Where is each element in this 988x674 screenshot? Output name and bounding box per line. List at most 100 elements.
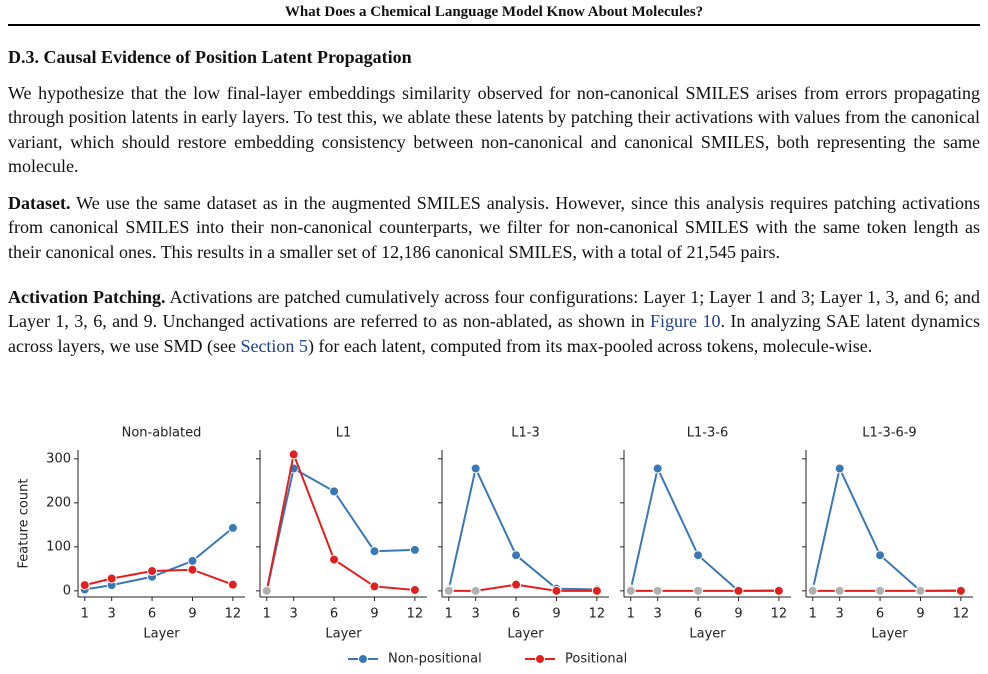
x-tick-label: 12 bbox=[771, 607, 788, 622]
data-point bbox=[79, 580, 90, 591]
data-point bbox=[470, 585, 481, 596]
data-point bbox=[915, 585, 926, 596]
paragraph-text: Activations are patched cumulatively acr… bbox=[8, 287, 980, 332]
x-tick-label: 1 bbox=[263, 607, 271, 622]
x-tick-label: 9 bbox=[734, 607, 742, 622]
x-axis-label: Layer bbox=[507, 627, 544, 642]
x-axis-label: Layer bbox=[325, 627, 362, 642]
legend-label: Non-positional bbox=[388, 652, 482, 667]
y-tick-label: 100 bbox=[46, 539, 71, 554]
x-tick-label: 3 bbox=[290, 607, 298, 622]
data-point bbox=[955, 585, 966, 596]
series-line bbox=[447, 465, 597, 591]
chart-title: L1 bbox=[336, 426, 352, 441]
data-point bbox=[551, 585, 562, 596]
data-point bbox=[187, 555, 198, 566]
figure: Non-ablated Layer Feature count 0 100 200 300 1… bbox=[17, 426, 973, 667]
x-tick-label: 6 bbox=[148, 607, 156, 622]
data-point bbox=[773, 585, 784, 596]
data-point bbox=[288, 449, 299, 460]
series-line bbox=[629, 465, 779, 592]
series-line bbox=[811, 465, 961, 592]
paragraph: Dataset. We use the same dataset as in t… bbox=[8, 191, 980, 264]
paragraph-text: ) for each latent, computed from its max… bbox=[307, 335, 873, 356]
data-point bbox=[409, 544, 420, 555]
x-tick-label: 6 bbox=[330, 607, 338, 622]
data-point bbox=[369, 581, 380, 592]
y-tick-label: 0 bbox=[63, 583, 71, 598]
data-point bbox=[227, 522, 238, 533]
series-line bbox=[265, 466, 415, 592]
x-tick-label: 6 bbox=[512, 607, 520, 622]
data-point bbox=[693, 585, 704, 596]
data-point bbox=[409, 584, 420, 595]
data-point bbox=[187, 564, 198, 575]
y-tick-label: 300 bbox=[46, 451, 71, 466]
header-rule bbox=[8, 24, 980, 26]
data-point bbox=[369, 546, 380, 557]
x-tick-label: 6 bbox=[876, 607, 884, 622]
data-point bbox=[227, 579, 238, 590]
x-tick-label: 3 bbox=[654, 607, 662, 622]
section-link[interactable]: Section 5 bbox=[240, 335, 308, 356]
x-tick-label: 9 bbox=[552, 607, 560, 622]
x-tick-label: 12 bbox=[953, 607, 970, 622]
x-tick-label: 6 bbox=[694, 607, 702, 622]
paragraph-lead: Dataset. bbox=[8, 193, 71, 213]
paragraph-text: We use the same dataset as in the augmen… bbox=[8, 193, 980, 262]
legend-marker bbox=[535, 654, 545, 664]
x-tick-label: 9 bbox=[916, 607, 924, 622]
data-point bbox=[652, 463, 663, 474]
paragraph: Activation Patching. Activations are pat… bbox=[8, 285, 980, 358]
data-point bbox=[261, 585, 272, 596]
data-point bbox=[329, 486, 340, 497]
data-point bbox=[443, 585, 454, 596]
x-tick-label: 1 bbox=[81, 607, 89, 622]
x-tick-label: 12 bbox=[225, 607, 242, 622]
legend-label: Positional bbox=[565, 652, 627, 667]
x-tick-label: 9 bbox=[188, 607, 196, 622]
x-axis-label: Layer bbox=[689, 627, 726, 642]
x-tick-label: 3 bbox=[472, 607, 480, 622]
figure-link[interactable]: Figure 10 bbox=[650, 311, 721, 332]
data-point bbox=[625, 585, 636, 596]
data-point bbox=[834, 585, 845, 596]
data-point bbox=[834, 463, 845, 474]
x-tick-label: 12 bbox=[407, 607, 424, 622]
x-tick-label: 3 bbox=[108, 607, 116, 622]
x-tick-label: 1 bbox=[809, 607, 817, 622]
data-point bbox=[147, 566, 158, 577]
y-axis-label: Feature count bbox=[17, 479, 32, 569]
chart-title: L1-3-6-9 bbox=[862, 426, 916, 441]
chart-title: Non-ablated bbox=[122, 426, 202, 441]
data-point bbox=[470, 463, 481, 474]
paragraph-lead: Activation Patching. bbox=[8, 287, 166, 307]
chart-title: L1-3 bbox=[511, 426, 539, 441]
paragraph: We hypothesize that the low final-layer … bbox=[8, 83, 980, 177]
data-point bbox=[875, 585, 886, 596]
y-tick-label: 200 bbox=[46, 495, 71, 510]
x-axis-label: Layer bbox=[871, 627, 908, 642]
data-point bbox=[733, 585, 744, 596]
x-axis-label: Layer bbox=[143, 627, 180, 642]
x-tick-label: 3 bbox=[836, 607, 844, 622]
data-point bbox=[511, 579, 522, 590]
legend-marker bbox=[358, 654, 368, 664]
data-point bbox=[106, 573, 117, 584]
data-point bbox=[329, 554, 340, 565]
data-point bbox=[875, 550, 886, 561]
data-point bbox=[652, 585, 663, 596]
x-tick-label: 12 bbox=[589, 607, 606, 622]
data-point bbox=[511, 550, 522, 561]
x-tick-label: 1 bbox=[627, 607, 635, 622]
paragraph-text: . In analyzing SAE latent dynamics acros… bbox=[8, 311, 980, 356]
x-tick-label: 9 bbox=[370, 607, 378, 622]
data-point bbox=[807, 585, 818, 596]
running-header: What Does a Chemical Language Model Know… bbox=[284, 4, 704, 20]
data-point bbox=[591, 585, 602, 596]
x-tick-label: 1 bbox=[445, 607, 453, 622]
data-point bbox=[693, 550, 704, 561]
chart-title: L1-3-6 bbox=[687, 426, 728, 441]
series-line bbox=[265, 450, 415, 592]
